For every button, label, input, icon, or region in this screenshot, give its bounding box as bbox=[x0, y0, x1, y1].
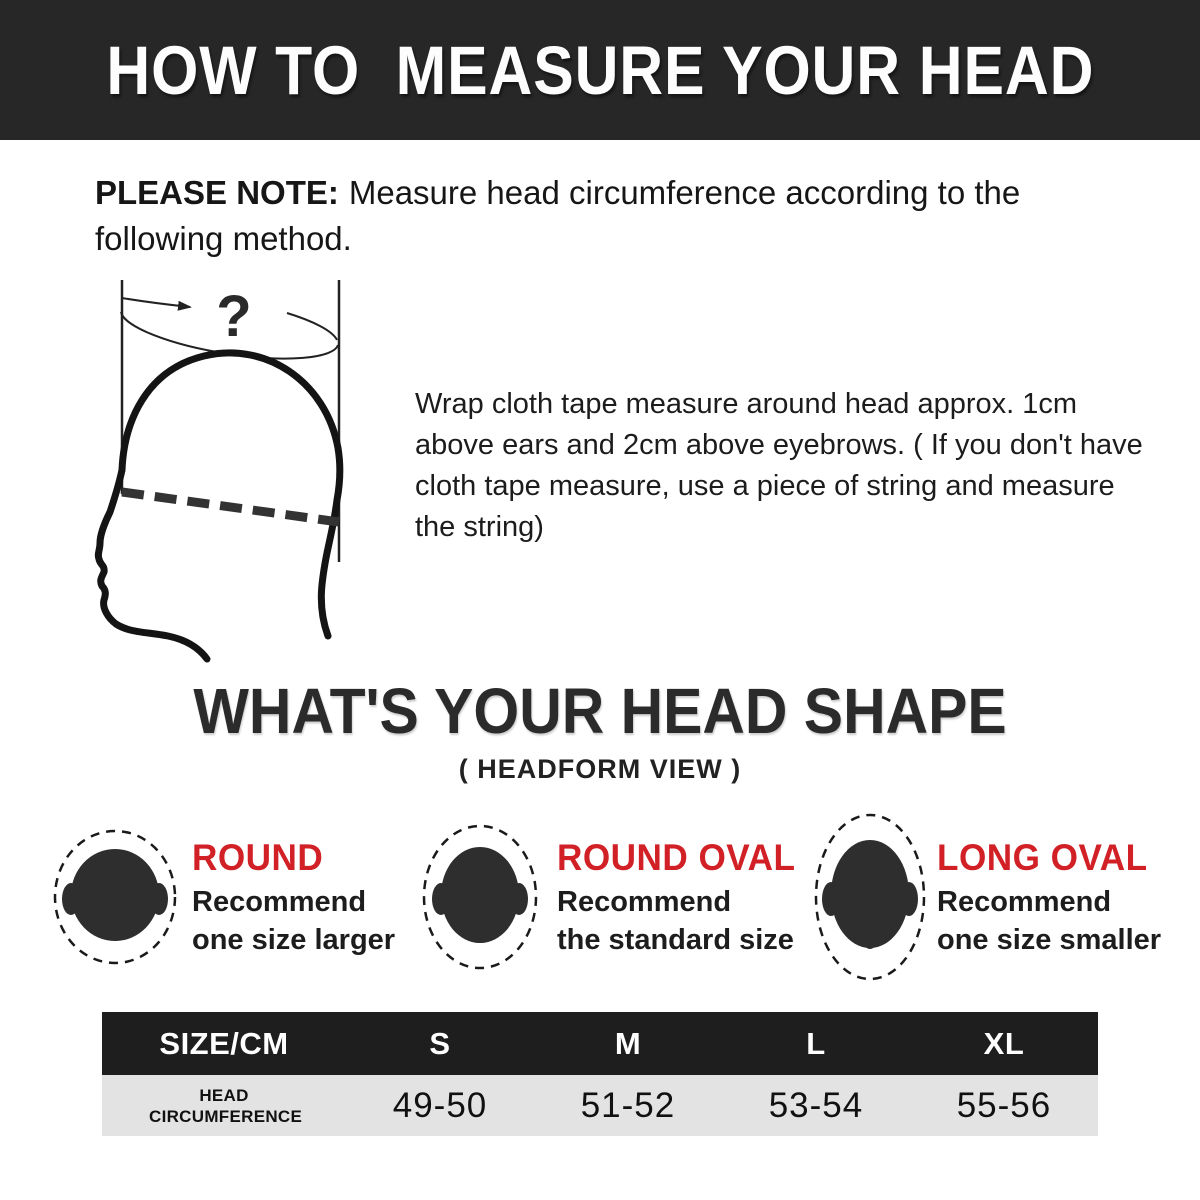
size-table-value-row: HEAD CIRCUMFERENCE 49-50 51-52 53-54 55-… bbox=[102, 1075, 1098, 1136]
size-value-l: 53-54 bbox=[768, 1085, 864, 1125]
tape-loop-top-arc bbox=[286, 312, 338, 341]
round-oval-head-icon bbox=[422, 824, 538, 970]
round-shape-text: ROUND Recommend one size larger bbox=[192, 836, 395, 959]
face-profile-outline bbox=[94, 466, 211, 663]
head-circumference-label: HEAD CIRCUMFERENCE bbox=[102, 1075, 346, 1136]
round-shape-rec-1: Recommend bbox=[192, 886, 367, 918]
long-oval-shape-rec-1: Recommend bbox=[937, 886, 1112, 918]
round-oval-shape-name: ROUND OVAL bbox=[557, 837, 796, 878]
size-value-xl: 55-56 bbox=[956, 1085, 1052, 1125]
size-table: SIZE/CM S M L XL HEAD CIRCUMFERENCE 49-5… bbox=[102, 1012, 1098, 1136]
size-table-header-l: L bbox=[806, 1025, 826, 1061]
size-table-header-s: S bbox=[429, 1025, 451, 1061]
note-label: PLEASE NOTE: bbox=[95, 174, 339, 211]
round-oval-shape-rec-2: the standard size bbox=[557, 924, 794, 956]
size-table-header-m: M bbox=[614, 1025, 642, 1061]
note-text: Measure head circumference according to … bbox=[95, 174, 1021, 257]
header-banner: HOW TO MEASURE YOUR HEAD bbox=[0, 0, 1200, 140]
measure-dashed-line bbox=[121, 487, 340, 527]
long-oval-shape-text: LONG OVAL Recommend one size smaller bbox=[937, 836, 1161, 959]
note-paragraph: PLEASE NOTE: Measure head circumference a… bbox=[95, 170, 1100, 262]
tape-direction-arrow bbox=[121, 297, 192, 311]
section-subtitle: ( HEADFORM VIEW ) bbox=[458, 754, 742, 784]
long-oval-head-icon bbox=[814, 813, 926, 981]
round-oval-shape-rec-1: Recommend bbox=[557, 886, 732, 918]
size-value-s: 49-50 bbox=[392, 1085, 488, 1125]
question-mark-icon: ? bbox=[216, 284, 251, 349]
size-table-header-xl: XL bbox=[983, 1025, 1025, 1061]
size-table-header-row: SIZE/CM S M L XL bbox=[102, 1012, 1098, 1075]
size-table-header-sizecm: SIZE/CM bbox=[159, 1025, 289, 1061]
long-oval-shape-rec-2: one size smaller bbox=[937, 924, 1162, 956]
round-head-icon bbox=[53, 829, 177, 965]
long-oval-shape-name: LONG OVAL bbox=[937, 837, 1148, 878]
round-oval-shape-text: ROUND OVAL Recommend the standard size bbox=[557, 836, 808, 959]
head-circumference-label-text: HEAD CIRCUMFERENCE bbox=[149, 1085, 303, 1126]
page-title: HOW TO MEASURE YOUR HEAD bbox=[106, 31, 1094, 109]
head-profile-measure-icon: ? bbox=[94, 280, 344, 663]
section-title: WHAT'S YOUR HEAD SHAPE bbox=[193, 675, 1007, 747]
head-crown-outline bbox=[118, 349, 344, 640]
size-value-m: 51-52 bbox=[580, 1085, 676, 1125]
round-shape-name: ROUND bbox=[192, 837, 324, 878]
measure-instruction: Wrap cloth tape measure around head appr… bbox=[415, 388, 1143, 543]
round-shape-rec-2: one size larger bbox=[192, 924, 396, 956]
